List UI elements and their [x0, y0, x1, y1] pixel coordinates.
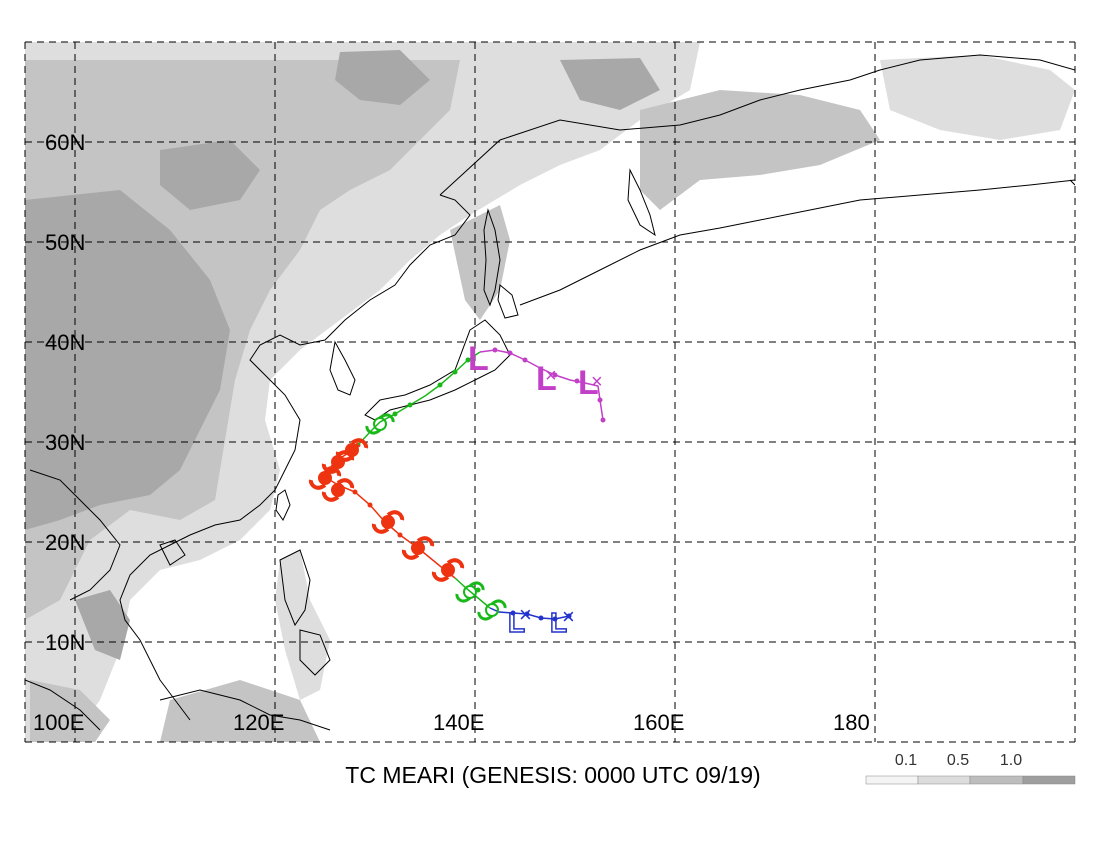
track-point: [552, 616, 558, 622]
low-pressure-icon: L: [508, 607, 525, 638]
track-point: [452, 369, 458, 375]
tropical-storm-symbols: [365, 413, 507, 621]
cross-icon: ×: [519, 602, 532, 627]
track-point: [437, 382, 443, 388]
extratropical-markers: L L L × ×: [468, 340, 603, 402]
track-point: [600, 417, 606, 423]
lon-label-140e: 140E: [433, 710, 484, 735]
longitude-labels: 100E 120E 140E 160E 180: [33, 710, 870, 735]
low-pressure-icon: L: [536, 360, 557, 398]
track-point: [522, 357, 528, 363]
typhoon-symbols: [308, 438, 465, 582]
terrain-shading: [25, 42, 1075, 742]
track-point: [492, 347, 498, 353]
typhoon-icon: [371, 510, 405, 534]
map-title: TC MEARI (GENESIS: 0000 UTC 09/19): [345, 762, 760, 788]
track-point: [574, 378, 580, 384]
legend-swatch: [917, 775, 971, 785]
depression-track-points: [510, 610, 572, 622]
legend-label-0-5: 0.5: [947, 752, 969, 769]
track-point: [367, 502, 373, 508]
lon-label-100e: 100E: [33, 710, 84, 735]
lon-label-120e: 120E: [233, 710, 284, 735]
tropical-storm-icon: [365, 413, 395, 435]
latitude-labels: 60N 50N 40N 30N 20N 10N: [45, 130, 85, 655]
coastlines: [25, 54, 1075, 731]
lat-label-20n: 20N: [45, 530, 85, 555]
lat-label-60n: 60N: [45, 130, 85, 155]
graticule: [24, 41, 1076, 743]
track-point: [597, 397, 603, 403]
typhoon-icon: [321, 478, 355, 502]
track-point: [510, 610, 516, 616]
tropical-storm-icon: [455, 581, 485, 603]
track-point: [507, 350, 513, 356]
lat-label-10n: 10N: [45, 630, 85, 655]
lon-label-180: 180: [833, 710, 870, 735]
low-pressure-icon: L: [550, 607, 567, 638]
track-point: [524, 611, 530, 617]
track-point: [538, 615, 544, 621]
lat-label-30n: 30N: [45, 430, 85, 455]
track-point: [465, 357, 471, 363]
track-point: [552, 372, 558, 378]
extratropical-track-points: [492, 347, 606, 423]
typhoon-icon: [431, 558, 465, 582]
cross-icon: ×: [545, 365, 557, 387]
typhoon-icon: [401, 536, 435, 560]
track-point: [407, 402, 413, 408]
legend-swatch: [969, 775, 1024, 785]
track-storm-segment-south: [454, 577, 491, 609]
lat-label-40n: 40N: [45, 330, 85, 355]
storm-track-points: [392, 357, 481, 593]
legend-label-1-0: 1.0: [1000, 752, 1022, 769]
cross-icon: ×: [562, 604, 575, 629]
legend-label-0-1: 0.1: [895, 752, 917, 769]
lat-label-50n: 50N: [45, 230, 85, 255]
depression-markers: L L × ×: [507, 602, 575, 639]
typhoon-icon: [335, 438, 369, 462]
lon-label-160e: 160E: [633, 710, 684, 735]
track-point: [566, 613, 572, 619]
legend-swatch: [865, 775, 919, 785]
shading-legend: 0.1 0.5 1.0: [865, 752, 1076, 785]
low-pressure-icon: L: [468, 340, 489, 378]
storm-tracks: L L × × L L L × ×: [308, 340, 606, 639]
track-point: [397, 532, 403, 538]
legend-swatch: [1022, 775, 1076, 785]
track-point: [392, 411, 398, 417]
cross-icon: ×: [591, 371, 603, 393]
tropical-storm-icon: [477, 599, 507, 621]
low-pressure-icon: L: [578, 364, 599, 402]
track-point: [352, 489, 358, 495]
